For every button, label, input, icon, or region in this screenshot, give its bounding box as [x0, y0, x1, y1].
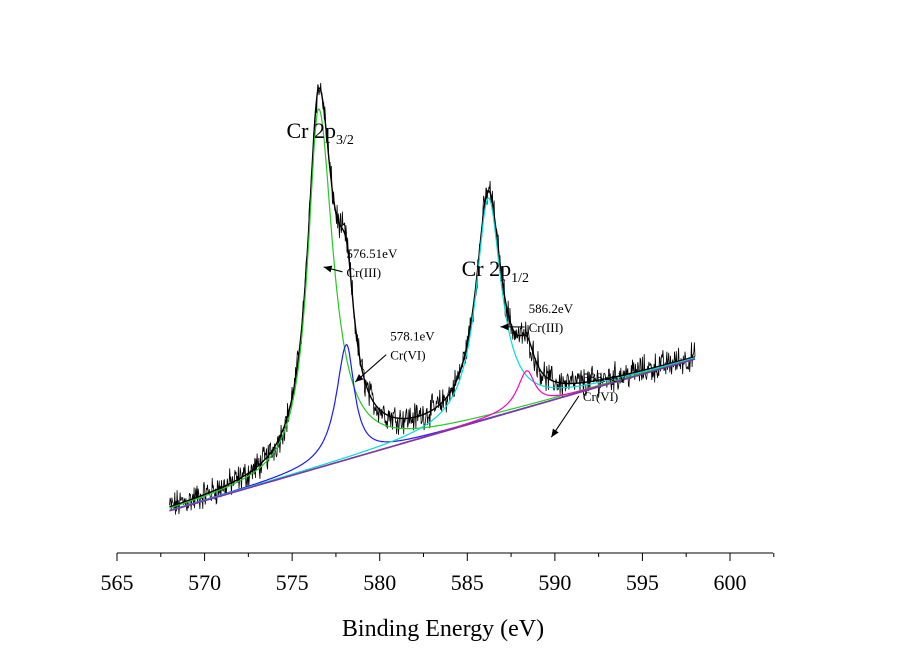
x-tick-label-595: 595	[626, 570, 659, 595]
peak-title-cr2p12: Cr 2p1/2	[462, 256, 529, 286]
series-raw-spectrum	[169, 82, 696, 515]
x-tick-label-580: 580	[363, 570, 396, 595]
series-cr-iii-2p1-2-component	[169, 197, 696, 511]
x-tick-label-575: 575	[276, 570, 309, 595]
annotation-arrowhead-a2	[355, 374, 364, 382]
annotation-species-a3: Cr(III)	[529, 320, 564, 335]
annotations-layer: Cr 2p3/2 Cr 2p1/2 576.51eV Cr(III) 578.1eV Cr…	[286, 118, 628, 438]
annotation-arrowhead-a1	[323, 265, 333, 273]
x-tick-label-600: 600	[714, 570, 747, 595]
curves-layer	[169, 82, 696, 515]
annotation-energy-a3: 586.2eV	[529, 301, 574, 316]
annotation-energy-a4: 588.4eV	[583, 370, 628, 385]
x-axis-label: Binding Energy (eV)	[342, 616, 544, 642]
peak-title-cr2p32: Cr 2p3/2	[286, 118, 353, 148]
annotation-arrowhead-a4	[551, 428, 559, 438]
x-tick-label-590: 590	[538, 570, 571, 595]
annotation-energy-a2: 578.1eV	[390, 329, 435, 344]
annotation-arrowhead-a3	[500, 323, 509, 331]
annotation-species-a4: Cr(VI)	[583, 389, 618, 404]
x-tick-label-585: 585	[451, 570, 484, 595]
x-tick-label-565: 565	[101, 570, 134, 595]
x-axis-ticks: 565 570 575 580 585 590 595 600	[101, 553, 775, 595]
annotation-species-a2: Cr(VI)	[390, 348, 425, 363]
annotation-arrow-a4	[550, 395, 580, 438]
series-envelope-fit	[169, 87, 696, 508]
annotation-energy-a1: 576.51eV	[346, 246, 398, 261]
series-cr-iii-2p3-2-component	[169, 108, 696, 509]
series-baseline	[169, 358, 696, 512]
x-tick-label-570: 570	[188, 570, 221, 595]
annotation-species-a1: Cr(III)	[346, 265, 381, 280]
